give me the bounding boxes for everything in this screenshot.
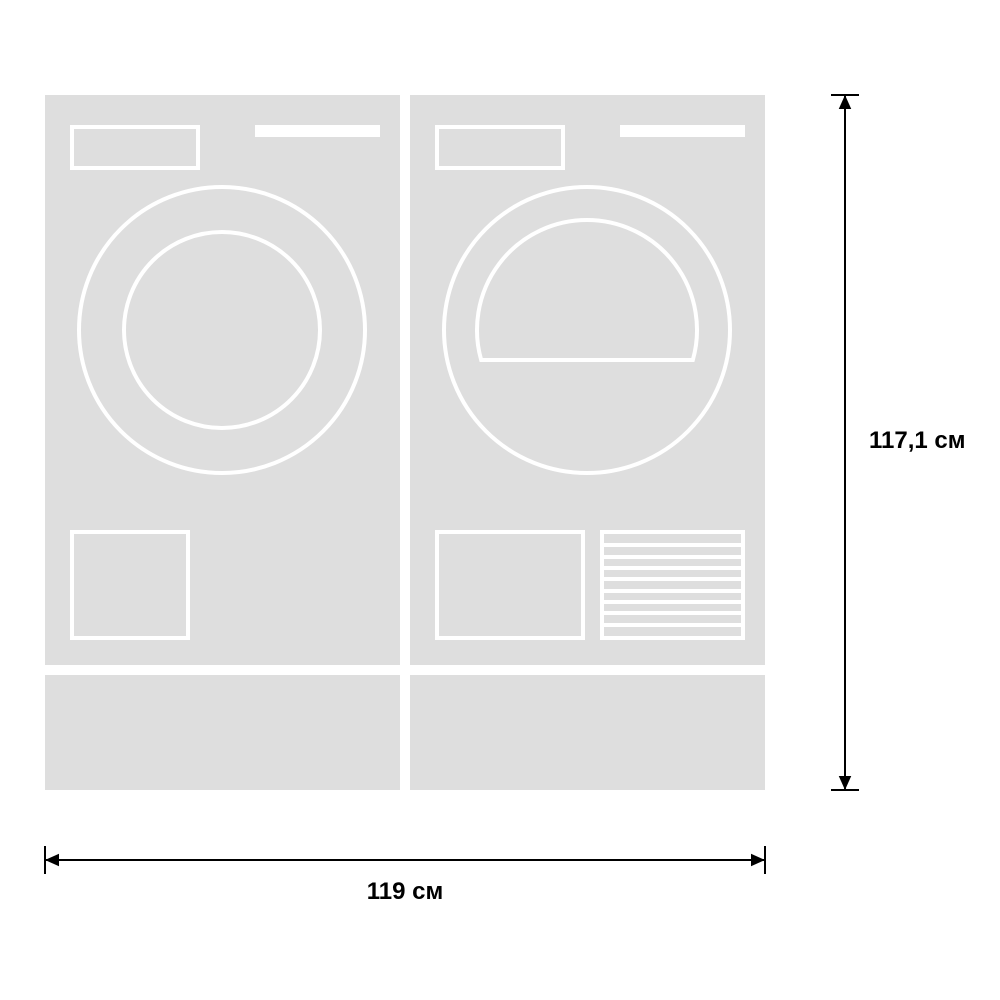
washer-drawer	[45, 675, 400, 790]
dryer-vent-slat	[604, 566, 741, 570]
dryer-vent-slat	[604, 577, 741, 581]
dryer-vent-slat	[604, 611, 741, 615]
dryer-drawer	[410, 675, 765, 790]
washer-bottom-panel	[70, 530, 190, 640]
dryer-vent-slat	[604, 555, 741, 559]
dryer-vent-slat	[604, 589, 741, 593]
washer-panel-right	[255, 125, 380, 137]
dryer-panel-right	[620, 125, 745, 137]
washer-panel-left	[70, 125, 200, 170]
dryer-bottom-left-panel	[435, 530, 585, 640]
dryer-vent-slat	[604, 543, 741, 547]
washer-door-inner	[122, 230, 322, 430]
height-label: 117,1 см	[869, 427, 966, 455]
width-label: 119 см	[345, 878, 465, 906]
dryer-door-outer	[442, 185, 732, 475]
dryer-panel-left	[435, 125, 565, 170]
dryer-vent-slat	[604, 600, 741, 604]
dryer-vent-slat	[604, 623, 741, 627]
